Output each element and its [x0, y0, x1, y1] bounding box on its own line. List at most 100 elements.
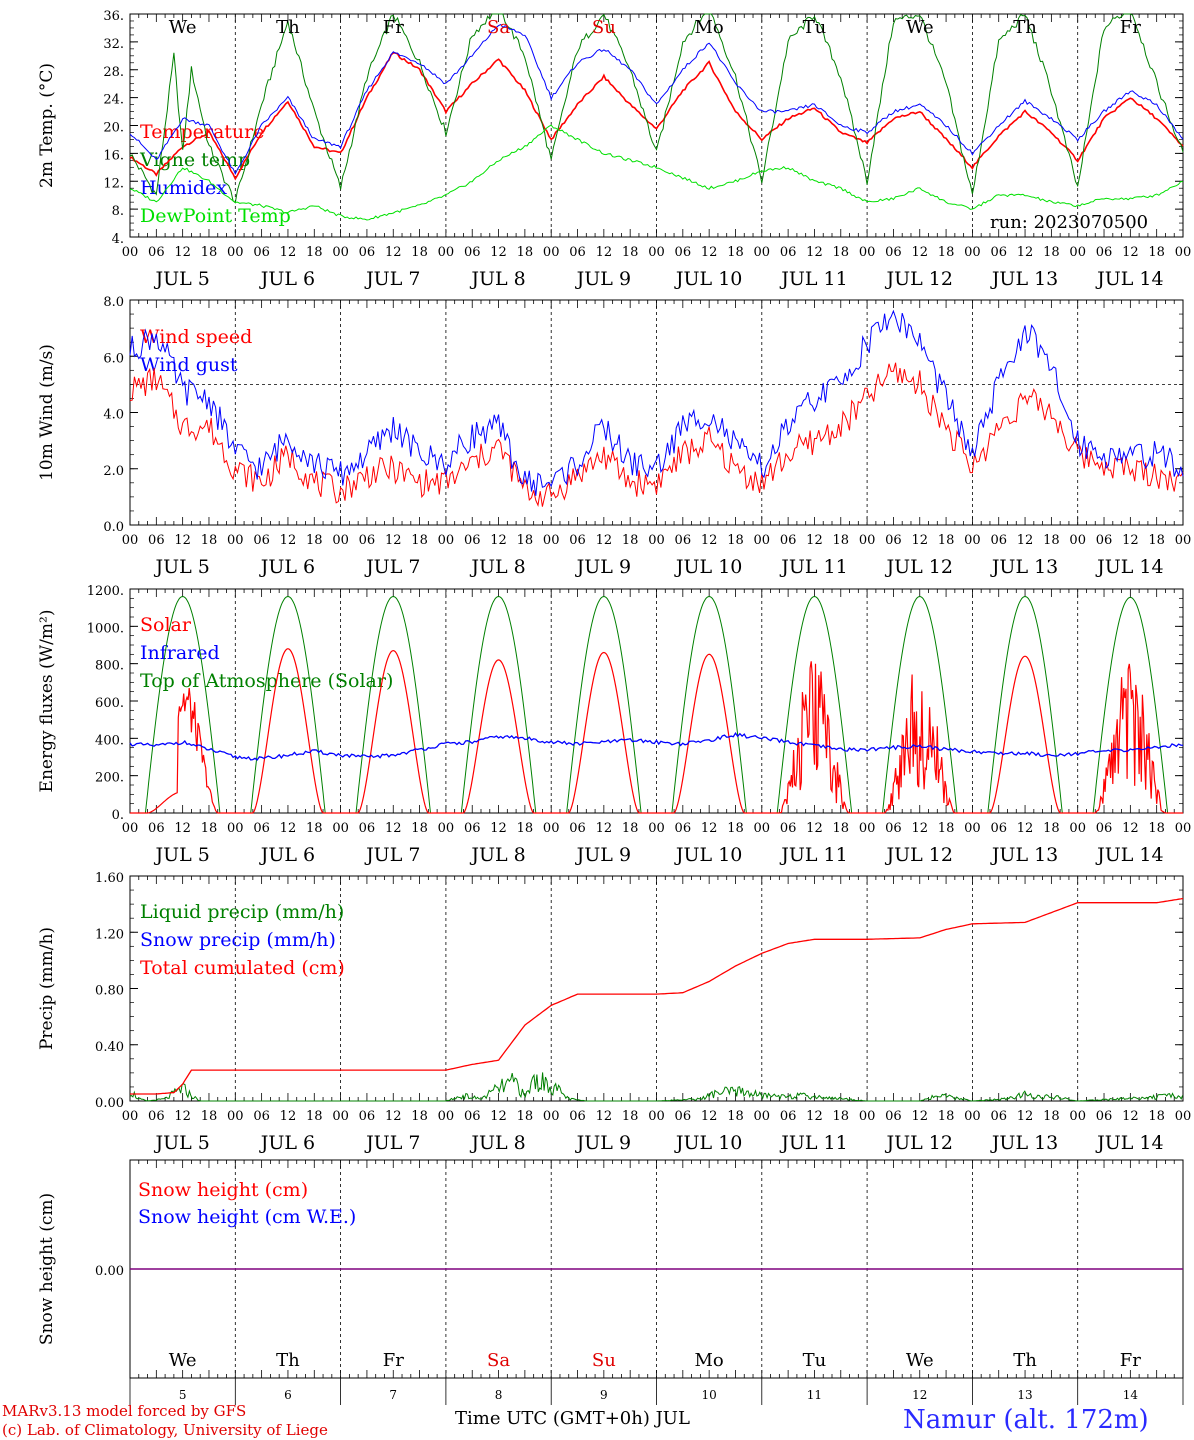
date-label: JUL 10	[674, 1132, 742, 1154]
hour-tick-label: 12	[385, 533, 402, 548]
hour-tick-label: 06	[464, 245, 481, 260]
y-tick-label: 1.20	[95, 927, 124, 942]
hour-tick-label: 18	[306, 821, 323, 836]
hour-tick-label: 06	[885, 821, 902, 836]
y-tick-label: 12.	[103, 176, 124, 191]
legend-entry: Snow height (cm)	[138, 1179, 308, 1201]
hour-tick-label: 18	[411, 1109, 428, 1124]
hour-tick-label: 00	[1175, 533, 1192, 548]
hour-tick-label: 18	[727, 245, 744, 260]
hour-tick-label: 06	[569, 245, 586, 260]
date-label: JUL 12	[885, 268, 953, 290]
hour-tick-label: 00	[227, 1109, 244, 1124]
date-label: JUL 14	[1095, 844, 1163, 866]
weekday-label: We	[169, 17, 197, 38]
hour-tick-label: 00	[227, 245, 244, 260]
weekday-label: Mo	[695, 1350, 724, 1371]
hour-tick-label: 06	[569, 821, 586, 836]
y-tick-label: 4.0	[103, 408, 124, 423]
hour-tick-label: 18	[1148, 821, 1165, 836]
weekday-label: We	[169, 1350, 197, 1371]
y-tick-label: 1200.	[87, 584, 124, 599]
hour-tick-label: 12	[1017, 821, 1034, 836]
day-number: 11	[807, 1388, 822, 1402]
y-axis-title: Energy fluxes (W/m²)	[37, 610, 57, 793]
series-line-infrared	[129, 732, 1184, 761]
legend-entry: Liquid precip (mm/h)	[140, 901, 344, 923]
hour-tick-label: 06	[464, 821, 481, 836]
date-label: JUL 6	[259, 844, 315, 866]
hour-tick-label: 00	[1069, 245, 1086, 260]
hour-tick-label: 00	[859, 821, 876, 836]
weekday-label: Fr	[383, 1350, 404, 1371]
series-line-solar	[130, 648, 1183, 814]
hour-tick-label: 18	[938, 1109, 955, 1124]
hour-tick-label: 12	[911, 821, 928, 836]
hour-tick-label: 06	[253, 533, 270, 548]
hour-tick-label: 12	[1017, 1109, 1034, 1124]
date-label: JUL 8	[469, 268, 525, 290]
legend-entry: Snow precip (mm/h)	[140, 929, 336, 951]
hour-tick-label: 18	[622, 1109, 639, 1124]
date-label: JUL 14	[1095, 1132, 1163, 1154]
y-tick-label: 800.	[95, 659, 124, 674]
hour-tick-label: 18	[622, 245, 639, 260]
date-label: JUL 7	[364, 844, 420, 866]
day-number: 9	[600, 1388, 608, 1402]
chart-panel-1: 4. 8. 12. 16. 20. 24. 28. 32. 36. 2m Temp. (°C) 00…	[37, 9, 1191, 290]
hour-tick-label: 12	[385, 245, 402, 260]
plot-frame	[129, 13, 1184, 238]
y-axis-title: 2m Temp. (°C)	[37, 63, 57, 188]
weekday-label: Su	[592, 17, 616, 38]
hour-tick-label: 00	[1069, 1109, 1086, 1124]
hour-tick-label: 12	[174, 1109, 191, 1124]
hour-tick-label: 18	[306, 245, 323, 260]
date-label: JUL 11	[779, 268, 847, 290]
y-tick-label: 4.	[112, 232, 124, 247]
hour-tick-label: 18	[938, 245, 955, 260]
hour-tick-label: 18	[1043, 533, 1060, 548]
y-tick-label: 400.	[95, 733, 124, 748]
hour-tick-label: 00	[648, 821, 665, 836]
hour-tick-label: 18	[411, 245, 428, 260]
legend-entry: Snow height (cm W.E.)	[138, 1206, 356, 1228]
date-label: JUL 6	[259, 556, 315, 578]
date-label: JUL 14	[1095, 556, 1163, 578]
weekday-label: Sa	[487, 17, 510, 38]
chart-panel-5: 0.00 Snow height (cm) Snow height (cm) Snow…	[37, 1159, 1184, 1379]
legend-entry: Humidex	[140, 177, 227, 199]
hour-tick-label: 06	[1096, 245, 1113, 260]
hour-tick-label: 06	[990, 245, 1007, 260]
hour-tick-label: 18	[938, 821, 955, 836]
hour-tick-label: 18	[727, 533, 744, 548]
hour-tick-label: 00	[122, 533, 139, 548]
hour-tick-label: 06	[780, 821, 797, 836]
y-tick-label: 16.	[103, 148, 124, 163]
date-label: JUL 7	[364, 1132, 420, 1154]
day-number: 5	[179, 1388, 187, 1402]
date-label: JUL 8	[469, 1132, 525, 1154]
hour-tick-label: 00	[754, 533, 771, 548]
hour-tick-label: 18	[833, 533, 850, 548]
hour-tick-label: 00	[1175, 1109, 1192, 1124]
hour-tick-label: 00	[122, 821, 139, 836]
hour-tick-label: 06	[148, 821, 165, 836]
hour-tick-label: 12	[385, 1109, 402, 1124]
hour-tick-label: 12	[596, 821, 613, 836]
legend-entry: Wind speed	[140, 326, 252, 348]
y-tick-label: 1000.	[87, 621, 124, 636]
y-tick-label: 32.	[103, 37, 124, 52]
date-label: JUL 12	[885, 556, 953, 578]
hour-tick-label: 00	[1069, 533, 1086, 548]
y-tick-label: 0.0	[103, 520, 124, 535]
hour-tick-label: 12	[1122, 821, 1139, 836]
hour-tick-label: 18	[201, 1109, 218, 1124]
chart-panel-3: 0. 200. 400. 600. 800. 1000. 1200. Energy fluxe…	[37, 584, 1191, 866]
series-line-2	[129, 309, 1184, 496]
y-axis-title: 10m Wind (m/s)	[37, 344, 57, 481]
hour-tick-label: 18	[517, 245, 534, 260]
date-label: JUL 13	[990, 268, 1058, 290]
hour-tick-label: 18	[411, 533, 428, 548]
run-label: run: 2023070500	[990, 212, 1148, 233]
hour-tick-label: 06	[675, 1109, 692, 1124]
